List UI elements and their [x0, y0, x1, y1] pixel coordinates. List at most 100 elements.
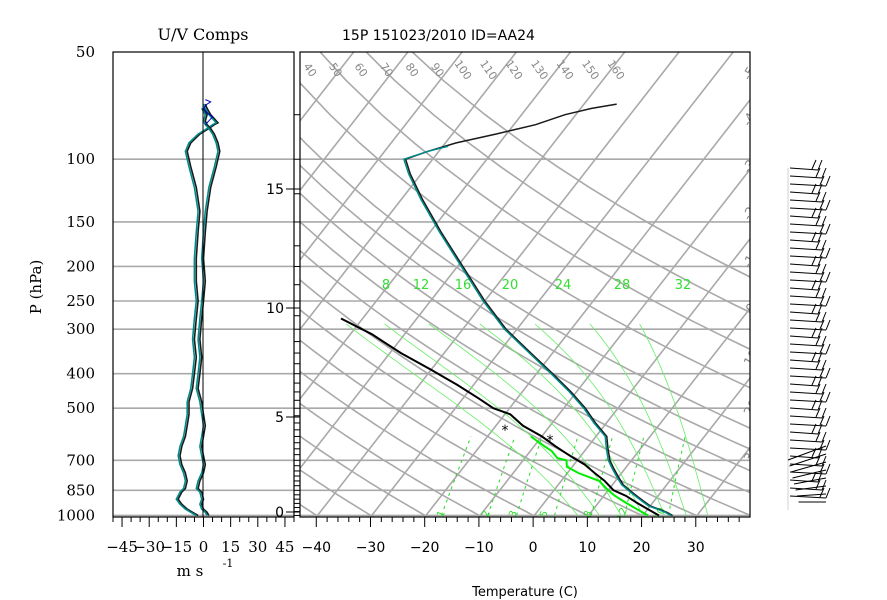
wind-barb: [789, 167, 819, 171]
wind-barb: [789, 335, 819, 339]
uv-xtick-label: 30: [248, 538, 267, 556]
wind-barb-flag: [811, 423, 817, 434]
isotherm: [586, 307, 750, 517]
moist-adiabat: [428, 323, 622, 516]
wind-barb-flag: [811, 471, 817, 482]
wind-barb-flag: [817, 159, 823, 171]
wind-barb: [792, 469, 827, 479]
wind-barb-flag: [815, 167, 821, 178]
wind-barb-flag: [825, 319, 831, 331]
wind-barb-flag: [825, 439, 831, 451]
isotherm: [478, 168, 750, 517]
uv-xtick-label: 15: [221, 538, 240, 556]
moist-adiabat-label: 32: [675, 278, 692, 293]
wind-barb: [793, 477, 827, 485]
wind-barb-flag: [815, 311, 821, 322]
wind-barb-flag: [817, 471, 823, 483]
wind-barb-flag: [821, 311, 827, 323]
wind-barb: [789, 399, 827, 403]
mixing-ratio-label: 1: [435, 509, 448, 519]
moist-adiabat-label: 28: [614, 278, 631, 293]
wind-barb-flag: [819, 223, 825, 234]
wind-barb: [789, 319, 823, 323]
wind-barb: [789, 423, 827, 427]
wind-barb-flag: [825, 223, 831, 235]
isotherm: [424, 98, 750, 517]
isotherm: [804, 52, 887, 517]
wind-barb: [787, 445, 827, 461]
wind-barb-flag: [817, 375, 823, 387]
temperature-tick-label: 10: [578, 540, 596, 556]
skewt-xlabel: Temperature (C): [471, 585, 578, 600]
uv-ytick-label: 500: [66, 399, 95, 417]
wind-barb-flag: [825, 487, 831, 499]
skewt-series-line: [402, 145, 672, 517]
wind-barb: [789, 343, 823, 347]
wind-barb-flag: [825, 463, 831, 475]
uv-series-line: [202, 99, 214, 126]
uv-series-line: [175, 103, 218, 517]
wind-barb: [789, 327, 827, 331]
temperature-tick-label: −10: [464, 540, 494, 556]
dry-adiabat-label: 160: [605, 58, 628, 83]
dry-adiabat: [300, 339, 593, 517]
wind-barb: [789, 375, 827, 379]
moist-adiabat: [534, 323, 665, 516]
wind-barb-flag: [821, 167, 827, 179]
wind-barb-flag: [817, 303, 823, 315]
isotherm: [300, 52, 626, 470]
wind-barb: [789, 367, 823, 371]
wind-barb-flag: [825, 367, 831, 379]
wind-barb: [789, 263, 819, 267]
dry-adiabat: [300, 192, 750, 472]
wind-barb-flag: [819, 391, 825, 402]
moist-adiabat: [345, 323, 579, 516]
wind-barb-flag: [819, 367, 825, 378]
isotherm: [300, 52, 517, 331]
wind-barb: [789, 183, 827, 187]
wind-barb: [789, 287, 819, 291]
wind-barb-flag: [817, 207, 823, 219]
dry-adiabat-label: 150: [579, 58, 602, 83]
uv-ytick-label: 200: [66, 257, 95, 275]
isotherm-label: -10: [740, 245, 764, 271]
wind-barb: [789, 231, 827, 235]
isotherm: [300, 52, 355, 123]
isotherm: [640, 376, 750, 517]
dry-adiabat: [300, 402, 484, 517]
mixing-ratio-label: 3: [507, 509, 520, 519]
wind-barb-flag: [819, 415, 825, 426]
temperature-tick-label: −30: [356, 540, 386, 556]
skewt-series-line: [530, 435, 649, 517]
wind-barb-flag: [825, 343, 831, 355]
uv-ytick-label: 400: [66, 365, 95, 383]
wind-barb-flag: [811, 183, 817, 194]
uv-ytick-label: 700: [66, 451, 95, 469]
wind-barb: [789, 223, 823, 227]
wind-barb-flag: [811, 375, 817, 386]
isotherm-label: -30: [740, 150, 764, 176]
uv-pressure-ticks: 50 100 150 200 250 300 400 500 700 850 1000: [57, 43, 95, 524]
wind-barb-flag: [815, 359, 821, 370]
dry-adiabat-label: 130: [528, 58, 551, 83]
dry-adiabat: [300, 164, 750, 450]
uv-xtick-label: 45: [275, 538, 294, 556]
isotherm: [315, 52, 680, 517]
wind-barb: [789, 303, 827, 307]
skewt-panel: 15P 151023/2010 ID=AA24 40 50 60 70 80 90 100 1…: [266, 28, 887, 600]
mixing-ratio-line: [624, 436, 645, 516]
dry-adiabat-label: 40: [301, 61, 320, 80]
temperature-tick-label: −20: [410, 540, 440, 556]
wind-barb: [789, 447, 827, 451]
dry-adiabat: [411, 52, 750, 278]
isotherm-label: 20: [741, 397, 762, 419]
wind-barb: [795, 485, 827, 491]
moist-adiabat: [639, 323, 709, 516]
wind-barb-flag: [819, 343, 825, 354]
wind-barb: [789, 215, 819, 219]
wind-barb: [789, 383, 819, 387]
dry-adiabat: [365, 52, 750, 314]
wind-barb-flag: [821, 359, 827, 371]
uv-series-line: [195, 108, 219, 516]
dry-adiabat: [300, 220, 750, 494]
